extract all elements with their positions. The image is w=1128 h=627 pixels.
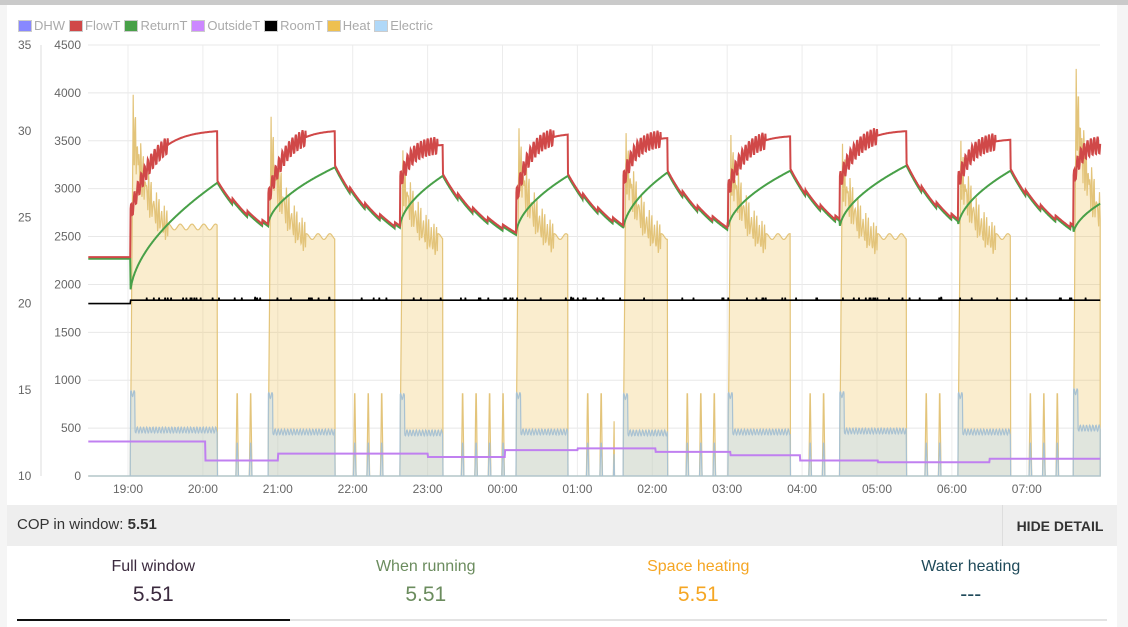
cop-value: 5.51 (128, 516, 157, 533)
y-right-tick-label: 2000 (54, 277, 81, 291)
y-left-tick-label: 15 (18, 383, 32, 397)
legend-item-electric[interactable]: Electric (374, 18, 433, 33)
stat-label: Water heating (835, 558, 1108, 576)
cop-label: COP in window: (17, 516, 123, 533)
y-right-tick-label: 0 (74, 469, 81, 483)
y-right-tick-label: 3500 (54, 134, 81, 148)
x-tick-label: 23:00 (413, 482, 443, 496)
x-tick-label: 06:00 (937, 482, 967, 496)
legend-swatch (191, 20, 205, 32)
stat-water-heating[interactable]: Water heating --- (835, 546, 1108, 621)
legend-swatch (327, 20, 341, 32)
legend-label: Electric (390, 18, 433, 33)
y-right-tick-label: 4000 (54, 86, 81, 100)
x-tick-label: 07:00 (1012, 482, 1042, 496)
chart-legend: DHW FlowT ReturnT OutsideT RoomT Heat Electric (18, 18, 433, 33)
y-right-tick-label: 2500 (54, 230, 81, 244)
y-right-tick-label: 4500 (54, 38, 81, 52)
legend-label: ReturnT (140, 18, 187, 33)
stat-when-running[interactable]: When running 5.51 (290, 546, 563, 621)
roomt-series (88, 298, 1100, 304)
legend-swatch (374, 20, 388, 32)
outsidet-series (88, 442, 1100, 463)
y-left-tick-label: 20 (18, 297, 32, 311)
hide-detail-button[interactable]: HIDE DETAIL (1002, 505, 1117, 546)
heat-series (88, 69, 1100, 476)
stat-value: 5.51 (17, 583, 290, 607)
x-tick-label: 19:00 (113, 482, 143, 496)
cop-bar: COP in window: 5.51 HIDE DETAIL (7, 505, 1117, 546)
stat-full-window[interactable]: Full window 5.51 (17, 546, 290, 621)
cop-stats: Full window 5.51 When running 5.51 Space h… (17, 546, 1107, 627)
legend-swatch (264, 20, 278, 32)
legend-item-flowt[interactable]: FlowT (69, 18, 120, 33)
stat-value: 5.51 (290, 583, 563, 607)
x-tick-label: 22:00 (338, 482, 368, 496)
y-right-tick-label: 3000 (54, 182, 81, 196)
y-right-tick-label: 1500 (54, 325, 81, 339)
stat-label: When running (290, 558, 563, 576)
stat-value: --- (835, 583, 1108, 607)
legend-swatch (18, 20, 32, 32)
legend-label: DHW (34, 18, 65, 33)
legend-item-roomt[interactable]: RoomT (264, 18, 323, 33)
x-tick-label: 21:00 (263, 482, 293, 496)
stat-label: Space heating (562, 558, 835, 576)
stat-label: Full window (17, 558, 290, 576)
x-tick-label: 20:00 (188, 482, 218, 496)
legend-item-outsidet[interactable]: OutsideT (191, 18, 260, 33)
legend-swatch (124, 20, 138, 32)
stat-value: 5.51 (562, 583, 835, 607)
legend-item-dhw[interactable]: DHW (18, 18, 65, 33)
x-tick-label: 00:00 (487, 482, 517, 496)
y-left-tick-label: 35 (18, 38, 32, 52)
legend-swatch (69, 20, 83, 32)
x-tick-label: 04:00 (787, 482, 817, 496)
x-tick-label: 02:00 (637, 482, 667, 496)
stat-space-heating[interactable]: Space heating 5.51 (562, 546, 835, 621)
legend-label: FlowT (85, 18, 120, 33)
y-left-tick-label: 25 (18, 210, 32, 224)
y-left-tick-label: 30 (18, 124, 32, 138)
y-right-tick-label: 500 (61, 421, 81, 435)
legend-label: RoomT (280, 18, 323, 33)
legend-item-returnt[interactable]: ReturnT (124, 18, 187, 33)
flowt-series (88, 128, 1100, 257)
legend-label: Heat (343, 18, 370, 33)
y-left-tick-label: 10 (18, 469, 32, 483)
returnt-series (88, 166, 1100, 290)
legend-label: OutsideT (207, 18, 260, 33)
y-right-tick-label: 1000 (54, 373, 81, 387)
legend-item-heat[interactable]: Heat (327, 18, 370, 33)
x-tick-label: 05:00 (862, 482, 892, 496)
x-tick-label: 03:00 (712, 482, 742, 496)
chart: 4500 4000 3500 3000 2500 2000 1500 1000 500 0 35 30… (0, 0, 1128, 500)
x-tick-label: 01:00 (562, 482, 592, 496)
